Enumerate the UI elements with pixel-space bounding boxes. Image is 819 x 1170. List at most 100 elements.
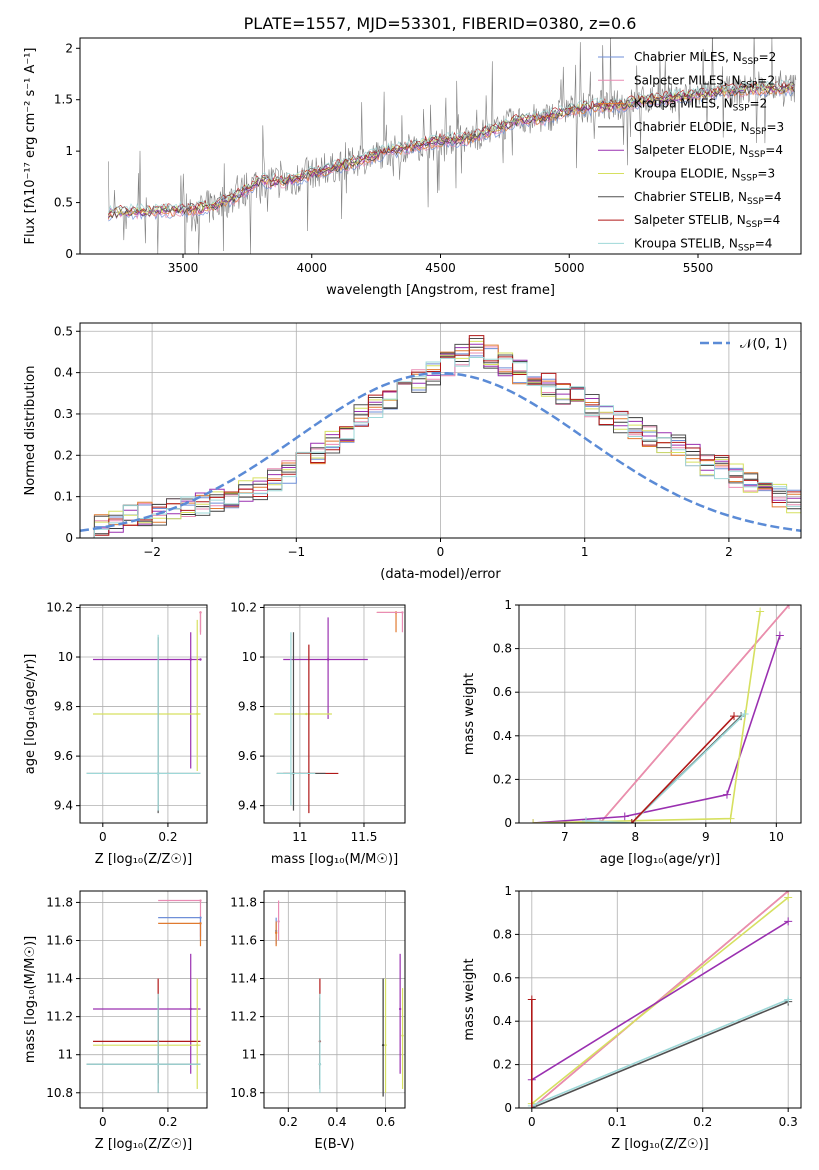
x-tick-label: 0	[99, 1115, 107, 1129]
legend-entry-6: Chabrier STELIB, NSSP=4	[598, 190, 782, 207]
point-2	[199, 658, 202, 661]
axes-frame	[263, 890, 406, 1109]
y-tick-label: 1	[65, 144, 73, 158]
series-marker-3-1	[726, 814, 735, 823]
histogram-5	[80, 340, 801, 538]
y-tick-label: 10	[58, 650, 73, 664]
y-axis-label: mass weight	[462, 958, 477, 1040]
plot-area	[519, 605, 801, 823]
chart-age-vs-mass: 11 11.5 9.4 9.6 9.8 10 10.2 mass [log₁₀(M/M☉)]	[230, 600, 406, 867]
plot-area	[80, 605, 207, 823]
x-tick-label: 10	[769, 830, 784, 844]
histogram-7	[80, 335, 801, 538]
series-line-6	[631, 715, 735, 823]
y-tick-label: 2	[65, 41, 73, 55]
y-tick-label: 9.8	[54, 700, 73, 714]
legend-label: Chabrier ELODIE, NSSP=3	[634, 120, 784, 137]
axes-frame	[79, 604, 208, 824]
x-tick-label: −2	[143, 545, 161, 559]
y-tick-label: 0.5	[54, 196, 73, 210]
y-tick-label: 9.8	[238, 700, 257, 714]
histogram-3	[80, 346, 801, 538]
y-tick-label: 0.4	[54, 366, 73, 380]
figure-title: PLATE=1557, MJD=53301, FIBERID=0380, z=0…	[244, 14, 637, 33]
x-tick-label: 0.2	[158, 830, 177, 844]
y-tick-label: 11.2	[46, 1010, 73, 1024]
legend-label: Kroupa STELIB, NSSP=4	[634, 236, 772, 253]
plot-area	[264, 891, 405, 1108]
legend-label: Chabrier MILES, NSSP=2	[634, 50, 776, 67]
series-marker-6-0	[527, 1104, 536, 1108]
y-tick-label: 10.8	[230, 1086, 257, 1100]
x-tick-label: −1	[287, 545, 305, 559]
y-tick-label: 9.6	[238, 749, 257, 763]
y-tick-label: 11.6	[230, 933, 257, 947]
y-tick-label: 11	[242, 1048, 257, 1062]
x-axis-label: wavelength [Angstrom, rest frame]	[326, 283, 555, 298]
y-tick-label: 0.8	[493, 642, 512, 656]
legend-label: Chabrier STELIB, NSSP=4	[634, 190, 782, 207]
chart-mass-weight-vs-Z: 0 0.1 0.2 0.3 0 0.2 0.4 0.6 0.8 1 Z [log₁₀(Z/Z☉)] m…	[462, 884, 802, 1152]
plot-area	[107, 38, 797, 254]
y-tick-label: 10.2	[46, 600, 73, 614]
y-tick-label: 11	[58, 1048, 73, 1062]
series-marker-6-1	[527, 995, 536, 1004]
x-tick-label: 0.2	[693, 1115, 712, 1129]
series-marker-5-2	[740, 710, 749, 718]
legend-label: Salpeter ELODIE, NSSP=4	[634, 143, 783, 160]
y-tick-label: 10.8	[46, 1086, 73, 1100]
x-axis-label: Z [log₁₀(Z/Z☉)]	[611, 1137, 708, 1152]
gaussian-curve	[80, 371, 801, 533]
legend-entry-gaussian: 𝒩(0, 1)	[700, 337, 787, 352]
y-tick-label: 11.4	[46, 972, 73, 986]
x-tick-label: 4000	[296, 261, 327, 275]
series-marker-3-0	[529, 819, 538, 823]
y-tick-label: 10	[242, 650, 257, 664]
x-tick-label: 0.2	[279, 1115, 298, 1129]
series-marker-2-1	[784, 893, 793, 902]
point-7	[156, 1063, 160, 1066]
histogram-1	[80, 346, 801, 538]
x-tick-label: 0.6	[376, 1115, 395, 1129]
y-tick-label: 11.8	[230, 895, 257, 909]
point-1	[401, 611, 404, 614]
chart-mass-vs-EBV: 0.2 0.4 0.6 10.8 11 11.2 11.4 11.6 11.8 E(B-V)	[230, 890, 406, 1152]
series-marker-5-1	[784, 995, 793, 1004]
y-axis-label: age [log₁₀(age/yr)]	[23, 654, 38, 775]
x-axis-label: (data-model)/error	[380, 567, 501, 582]
x-tick-label: 5000	[554, 261, 585, 275]
x-tick-label: 11	[292, 830, 307, 844]
x-axis-label: Z [log₁₀(Z/Z☉)]	[95, 852, 192, 867]
x-tick-label: 0	[528, 1115, 536, 1129]
legend-label: Kroupa ELODIE, NSSP=3	[634, 167, 775, 184]
y-tick-label: 1	[504, 884, 512, 898]
chart-age-vs-Z: 0 0.2 9.4 9.6 9.8 10 10.2 Z [log₁₀(Z/Z☉)] age [l…	[23, 600, 208, 867]
legend-entry-4: Salpeter ELODIE, NSSP=4	[598, 143, 783, 160]
y-tick-label: 9.4	[238, 799, 257, 813]
series-marker-1-1	[785, 605, 794, 609]
y-tick-label: 0.2	[493, 1058, 512, 1072]
plot-area	[519, 891, 801, 1108]
series-marker-3-2	[756, 607, 765, 616]
point-6	[156, 772, 160, 775]
x-tick-label: 5500	[683, 261, 714, 275]
histogram-2	[80, 344, 801, 538]
y-tick-label: 0.3	[54, 407, 73, 421]
y-tick-label: 0.6	[493, 685, 512, 699]
series-marker-2-3	[775, 631, 784, 640]
y-axis-label: Flux [fλ10⁻¹⁷ erg cm⁻² s⁻¹ A⁻¹]	[23, 48, 38, 245]
legend-entry-0: Chabrier MILES, NSSP=2	[598, 50, 776, 67]
y-tick-label: 0.5	[54, 324, 73, 338]
legend-entry-1: Salpeter MILES, NSSP=2	[598, 73, 775, 90]
point-0	[199, 899, 202, 902]
y-tick-label: 0	[65, 247, 73, 261]
series-line-5	[531, 998, 789, 1107]
y-tick-label: 1	[504, 598, 512, 612]
point-8	[398, 1007, 402, 1011]
x-tick-label: 4500	[425, 261, 456, 275]
model-line-0	[108, 87, 795, 222]
x-tick-label: 0	[99, 830, 107, 844]
legend-entry-3: Chabrier ELODIE, NSSP=3	[598, 120, 784, 137]
x-axis-label: Z [log₁₀(Z/Z☉)]	[95, 1137, 192, 1152]
series-line-2	[533, 635, 781, 823]
